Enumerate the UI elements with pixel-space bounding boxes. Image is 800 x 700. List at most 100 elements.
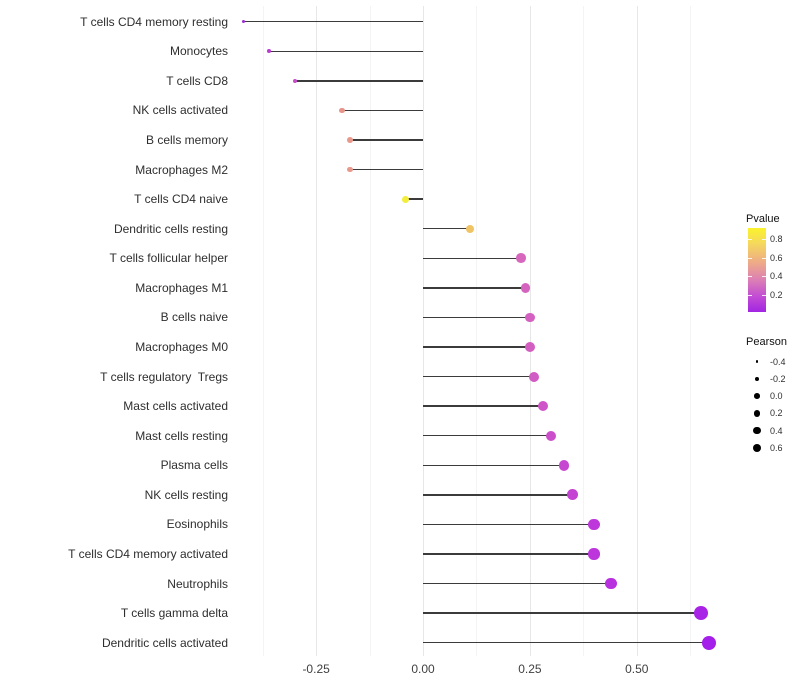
x-tick-label: 0.50: [625, 662, 649, 676]
pearson-size-key-dot: [753, 410, 761, 417]
y-axis-label: T cells CD4 naive: [134, 192, 228, 207]
pvalue-tick-mark: [748, 276, 752, 278]
lollipop-dot: [524, 312, 535, 323]
lollipop-segment: [423, 494, 573, 496]
y-axis-label: NK cells activated: [132, 103, 228, 118]
lollipop-dot: [267, 49, 271, 54]
lollipop-dot: [465, 224, 475, 233]
lollipop-dot: [347, 166, 354, 173]
pearson-size-key-dot: [753, 427, 761, 435]
lollipop-segment: [269, 50, 423, 53]
y-axis-label: Macrophages M2: [135, 162, 228, 177]
y-axis-label: T cells CD4 memory activated: [68, 546, 228, 561]
lollipop-dot: [524, 342, 535, 352]
y-axis-label: T cells CD8: [166, 73, 228, 88]
pearson-size-key-dot: [754, 393, 760, 399]
y-axis-label: T cells CD4 memory resting: [80, 14, 228, 29]
major-gridline: [316, 6, 318, 656]
lollipop-segment: [423, 435, 552, 437]
pearson-legend-title: Pearson: [746, 336, 787, 348]
lollipop-segment: [423, 553, 594, 555]
pearson-size-key-label: 0.4: [770, 425, 783, 436]
y-axis-label: T cells gamma delta: [120, 606, 228, 621]
lollipop-dot: [558, 459, 570, 471]
lollipop-dot: [567, 489, 579, 501]
y-axis-label: Mast cells resting: [135, 428, 228, 443]
pvalue-tick-label: 0.8: [770, 234, 783, 244]
pearson-size-key-dot: [754, 376, 760, 382]
y-axis-label: Macrophages M0: [135, 340, 228, 354]
y-axis-label: Macrophages M1: [135, 280, 228, 295]
y-axis-label: Dendritic cells resting: [113, 221, 228, 236]
y-axis-label: Plasma cells: [160, 458, 228, 473]
lollipop-dot: [537, 401, 548, 412]
y-axis-label: NK cells resting: [144, 487, 228, 502]
x-tick-label: -0.25: [302, 662, 330, 676]
lollipop-segment: [423, 464, 565, 466]
y-axis-label: T cells regulatory Tregs: [100, 369, 228, 384]
minor-gridline: [476, 6, 478, 656]
lollipop-segment: [423, 287, 526, 289]
lollipop-dot: [516, 253, 527, 264]
lollipop-segment: [294, 80, 423, 82]
x-tick-label: 0.00: [411, 662, 435, 676]
lollipop-segment: [423, 523, 594, 526]
y-axis-label: T cells follicular helper: [109, 251, 229, 266]
lollipop-dot: [241, 20, 246, 24]
minor-gridline: [369, 6, 371, 656]
pearson-size-key-dot: [752, 443, 762, 453]
lollipop-dot: [402, 195, 410, 203]
pvalue-colorbar: [748, 228, 766, 312]
lollipop-segment: [423, 582, 612, 585]
lollipop-segment: [423, 316, 530, 319]
minor-gridline: [262, 6, 264, 656]
lollipop-dot: [292, 78, 297, 84]
pvalue-tick-mark: [762, 257, 766, 259]
lollipop-segment: [350, 168, 423, 171]
pearson-size-key-label: 0.0: [770, 391, 783, 402]
major-gridline: [529, 6, 531, 656]
pvalue-tick-label: 0.6: [770, 252, 783, 263]
lollipop-segment: [423, 375, 535, 378]
lollipop-dot: [588, 548, 600, 560]
pvalue-tick-mark: [748, 239, 752, 241]
lollipop-segment: [423, 612, 701, 614]
pvalue-legend-title: Pvalue: [746, 213, 780, 225]
lollipop-segment: [243, 21, 423, 23]
pearson-size-key-label: 0.2: [770, 408, 783, 419]
minor-gridline: [690, 6, 692, 656]
major-gridline: [636, 6, 638, 656]
pvalue-tick-mark: [762, 239, 766, 241]
lollipop-dot: [520, 282, 531, 293]
pearson-size-key-label: 0.6: [770, 443, 783, 453]
pvalue-tick-mark: [748, 294, 752, 296]
minor-gridline: [583, 6, 585, 656]
y-axis-label: Dendritic cells activated: [101, 635, 228, 650]
y-axis-label: Eosinophils: [166, 517, 228, 532]
y-axis-label: Neutrophils: [167, 576, 228, 591]
lollipop-segment: [350, 139, 423, 141]
y-axis-label: Mast cells activated: [123, 399, 228, 414]
lollipop-segment: [423, 346, 530, 348]
pearson-size-key-label: -0.2: [770, 373, 786, 384]
lollipop-dot: [546, 430, 557, 441]
lollipop-dot: [339, 107, 345, 114]
pearson-size-key-label: -0.4: [770, 356, 786, 367]
lollipop-dot: [347, 137, 354, 143]
y-axis-label: Monocytes: [169, 44, 228, 59]
lollipop-segment: [405, 198, 423, 200]
pvalue-tick-mark: [762, 294, 766, 296]
lollipop-dot: [702, 635, 717, 650]
lollipop-dot: [693, 606, 708, 620]
y-axis-label: B cells memory: [145, 133, 228, 148]
major-gridline: [423, 6, 424, 656]
pearson-size-key-dot: [755, 360, 759, 363]
lollipop-dot: [588, 518, 600, 531]
lollipop-segment: [423, 228, 471, 230]
pvalue-tick-label: 0.4: [770, 271, 783, 281]
lollipop-segment: [341, 109, 423, 112]
lollipop-dot: [605, 577, 617, 590]
lollipop-dot: [529, 371, 540, 382]
lollipop-segment: [423, 257, 522, 259]
